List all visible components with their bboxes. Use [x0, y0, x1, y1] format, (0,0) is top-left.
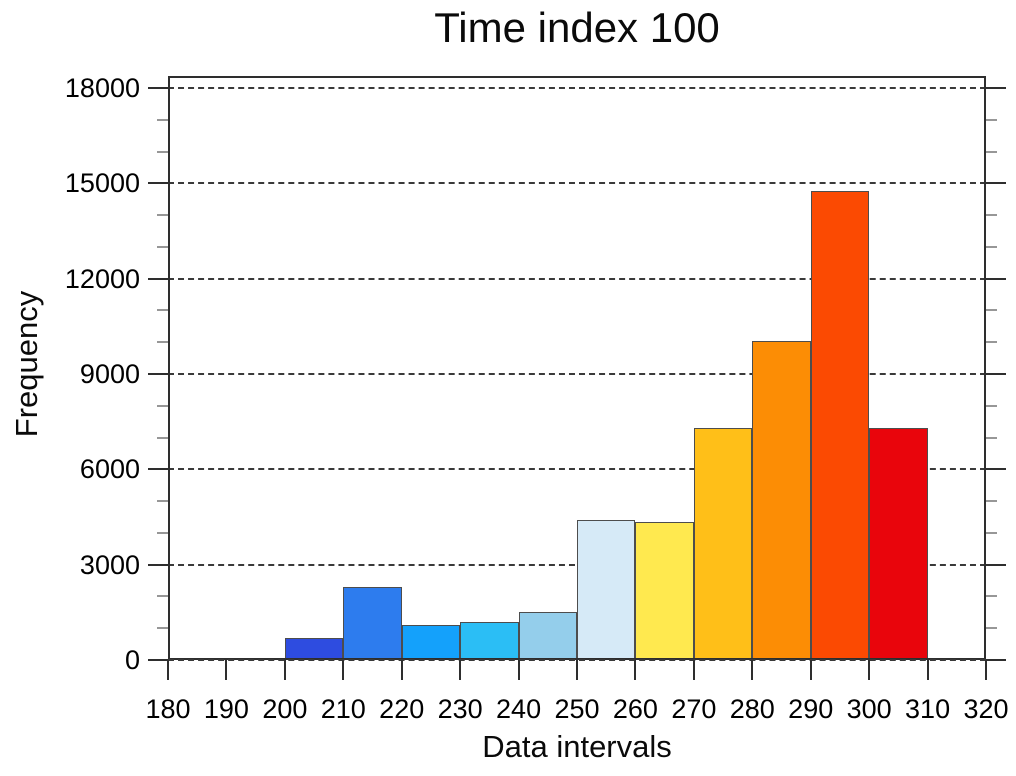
- x-major-tick-200: [283, 660, 286, 680]
- x-tick-label-280: 280: [729, 694, 775, 724]
- y-major-tick-right-15000: [986, 182, 1006, 185]
- y-tick-label-0: 0: [124, 645, 140, 675]
- bar-240-250: [518, 612, 577, 660]
- y-minor-tick-left-7000: [157, 436, 168, 439]
- y-tick-label-18000: 18000: [64, 73, 140, 103]
- bar-270-280: [693, 428, 753, 660]
- y-minor-tick-left-1000: [157, 627, 168, 630]
- y-minor-tick-right-17000: [986, 118, 997, 121]
- chart-title: Time index 100: [434, 4, 720, 51]
- grid-line-y-12000: [168, 277, 986, 280]
- x-major-tick-180: [167, 660, 169, 680]
- y-minor-tick-left-13000: [157, 245, 168, 248]
- y-major-tick-left-15000: [148, 182, 168, 185]
- x-axis-title: Data intervals: [482, 729, 672, 764]
- x-major-tick-210: [342, 660, 345, 680]
- grid-line-y-15000: [168, 182, 986, 185]
- y-major-tick-left-9000: [148, 373, 168, 375]
- x-major-tick-290: [809, 660, 812, 680]
- bar-230-240: [460, 621, 519, 660]
- y-tick-label-12000: 12000: [64, 263, 140, 294]
- x-tick-label-190: 190: [203, 694, 249, 724]
- x-tick-label-310: 310: [905, 694, 951, 724]
- y-major-tick-right-12000: [986, 277, 1006, 280]
- bar-260-270: [635, 521, 694, 660]
- x-tick-label-290: 290: [788, 694, 834, 724]
- bar-220-230: [401, 625, 461, 660]
- y-major-tick-left-6000: [148, 468, 168, 471]
- x-major-tick-230: [459, 660, 462, 680]
- x-major-tick-250: [576, 660, 578, 680]
- y-minor-tick-right-14000: [986, 214, 997, 217]
- y-minor-tick-left-11000: [157, 309, 168, 312]
- x-major-tick-270: [692, 660, 695, 680]
- y-major-tick-left-3000: [148, 563, 168, 566]
- y-major-tick-right-3000: [986, 563, 1006, 566]
- y-major-tick-left-0: [148, 659, 168, 661]
- y-minor-tick-left-14000: [157, 214, 168, 217]
- y-minor-tick-right-10000: [986, 341, 997, 344]
- x-tick-label-300: 300: [846, 694, 892, 724]
- y-minor-tick-left-8000: [157, 404, 168, 407]
- y-minor-tick-right-11000: [986, 309, 997, 312]
- y-major-tick-left-18000: [148, 87, 168, 89]
- x-tick-label-240: 240: [496, 694, 542, 724]
- y-major-tick-right-0: [986, 659, 1006, 661]
- y-major-tick-left-12000: [148, 277, 168, 280]
- x-tick-label-260: 260: [612, 694, 658, 724]
- y-minor-tick-left-4000: [157, 531, 168, 534]
- grid-line-y-9000: [168, 373, 986, 375]
- x-major-tick-310: [926, 660, 929, 680]
- y-tick-label-9000: 9000: [79, 359, 140, 389]
- bar-280-290: [752, 340, 811, 660]
- x-tick-label-270: 270: [671, 694, 717, 724]
- y-minor-tick-right-4000: [986, 531, 997, 534]
- x-major-tick-320: [985, 660, 987, 680]
- y-minor-tick-left-16000: [157, 150, 168, 153]
- y-major-tick-right-18000: [986, 87, 1006, 89]
- y-major-tick-right-9000: [986, 373, 1006, 375]
- bar-300-310: [869, 428, 928, 660]
- x-major-tick-280: [751, 660, 754, 680]
- x-tick-label-200: 200: [262, 694, 308, 724]
- x-major-tick-240: [517, 660, 520, 680]
- x-tick-label-220: 220: [379, 694, 425, 724]
- y-tick-label-15000: 15000: [64, 168, 140, 199]
- x-tick-label-320: 320: [963, 694, 1009, 724]
- x-major-tick-220: [400, 660, 403, 680]
- y-minor-tick-right-5000: [986, 500, 997, 503]
- y-minor-tick-right-7000: [986, 436, 997, 439]
- y-tick-label-6000: 6000: [79, 454, 140, 485]
- y-tick-label-3000: 3000: [79, 549, 140, 580]
- grid-line-y-18000: [168, 87, 986, 89]
- grid-line-y-6000: [168, 468, 986, 471]
- y-minor-tick-right-13000: [986, 245, 997, 248]
- y-minor-tick-right-16000: [986, 150, 997, 153]
- x-tick-label-230: 230: [437, 694, 483, 724]
- x-major-tick-300: [868, 660, 871, 680]
- x-tick-label-250: 250: [554, 694, 600, 724]
- y-minor-tick-right-2000: [986, 595, 997, 598]
- x-major-tick-260: [634, 660, 637, 680]
- y-minor-tick-right-8000: [986, 404, 997, 407]
- bar-200-210: [284, 637, 344, 660]
- x-major-tick-190: [225, 660, 228, 680]
- y-minor-tick-left-17000: [157, 118, 168, 121]
- y-minor-tick-right-1000: [986, 627, 997, 630]
- x-tick-label-180: 180: [145, 694, 191, 724]
- x-tick-label-210: 210: [320, 694, 366, 724]
- y-major-tick-right-6000: [986, 468, 1006, 471]
- y-minor-tick-left-10000: [157, 341, 168, 344]
- y-minor-tick-left-5000: [157, 500, 168, 503]
- bar-210-220: [343, 586, 402, 660]
- bar-250-260: [577, 520, 636, 660]
- bar-290-300: [810, 191, 870, 660]
- y-minor-tick-left-2000: [157, 595, 168, 598]
